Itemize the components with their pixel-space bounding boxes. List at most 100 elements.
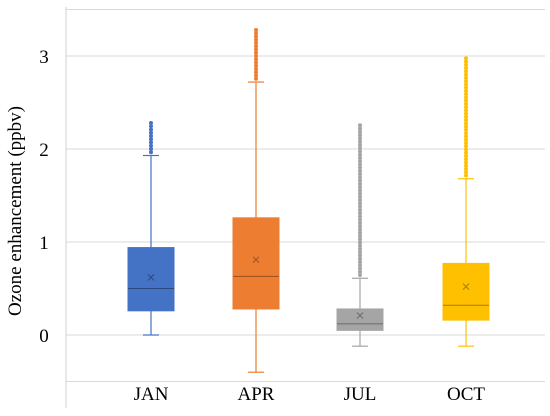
mean-marker (252, 256, 260, 264)
outlier-point (358, 201, 362, 206)
outlier-point (254, 60, 258, 65)
outlier-point (464, 166, 468, 171)
outlier-point (254, 54, 258, 58)
outlier-point (464, 144, 468, 149)
iqr-box (442, 262, 490, 321)
outlier-point (149, 127, 153, 132)
outlier-point (358, 185, 362, 190)
outlier-point (464, 173, 468, 178)
outlier-point (464, 88, 468, 93)
outlier-point (464, 147, 468, 152)
outlier-point (358, 204, 362, 209)
iqr-box (127, 247, 175, 312)
outlier-point (149, 140, 153, 145)
outlier-point (149, 133, 153, 138)
outlier-point (149, 143, 153, 148)
iqr-box (232, 217, 280, 310)
outlier-point (358, 126, 362, 131)
outlier-point (254, 63, 258, 68)
outlier-point (358, 273, 362, 278)
outlier-point (358, 188, 362, 193)
outlier-point (358, 256, 362, 261)
outlier-point (149, 120, 153, 125)
outlier-point (358, 181, 362, 186)
outlier-point (464, 59, 468, 64)
outlier-point (464, 118, 468, 123)
outlier-point (149, 137, 153, 142)
outlier-point (358, 152, 362, 157)
outlier-point (464, 105, 468, 110)
outlier-point (464, 66, 468, 71)
outlier-point (464, 150, 468, 155)
outlier-point (464, 75, 468, 80)
outlier-point (464, 62, 468, 67)
outlier-point (358, 227, 362, 232)
category-label: APR (238, 384, 275, 405)
outlier-point (358, 194, 362, 199)
outlier-point (358, 133, 362, 138)
outlier-point (358, 246, 362, 251)
outlier-point (464, 163, 468, 168)
outlier-point (464, 121, 468, 126)
outlier-point (358, 230, 362, 235)
outlier-point (358, 162, 362, 167)
box-oct (442, 56, 490, 347)
outlier-point (464, 131, 468, 136)
outlier-point (358, 175, 362, 180)
outlier-point (358, 136, 362, 141)
category-label: JUL (344, 384, 377, 405)
outlier-point (358, 149, 362, 154)
y-tick-label: 0 (39, 326, 49, 347)
outlier-point (464, 95, 468, 100)
outlier-point (149, 150, 153, 155)
outlier-point (464, 82, 468, 87)
outlier-point (464, 56, 468, 61)
outlier-point (464, 124, 468, 129)
outlier-point (254, 57, 258, 62)
box-series (127, 27, 490, 373)
outlier-point (358, 237, 362, 242)
outlier-point (254, 34, 258, 39)
y-tick-label: 2 (39, 140, 49, 161)
category-label: OCT (447, 384, 485, 405)
outlier-point (464, 134, 468, 139)
outlier-point (358, 233, 362, 238)
outlier-point (254, 37, 258, 42)
outlier-point (358, 139, 362, 144)
box-jul (336, 123, 384, 347)
outlier-point (358, 243, 362, 248)
y-tick-labels: 0 1 2 3 (39, 47, 49, 347)
outlier-point (358, 159, 362, 164)
outlier-point (464, 170, 468, 175)
outlier-point (464, 92, 468, 97)
outlier-point (464, 85, 468, 90)
outlier-point (358, 146, 362, 151)
outlier-point (358, 172, 362, 177)
outlier-point (464, 98, 468, 103)
outlier-point (464, 79, 468, 84)
outlier-point (358, 168, 362, 173)
outlier-point (464, 127, 468, 132)
outlier-point (464, 111, 468, 116)
outlier-point (464, 140, 468, 145)
outlier-point (358, 214, 362, 219)
outlier-point (464, 114, 468, 119)
mean-marker (147, 273, 155, 281)
outlier-point (254, 40, 258, 45)
outlier-point (358, 207, 362, 212)
outlier-point (358, 178, 362, 183)
box-apr (232, 27, 280, 373)
outlier-point (358, 129, 362, 134)
outlier-point (358, 220, 362, 225)
outlier-point (149, 124, 153, 129)
outlier-point (358, 250, 362, 255)
mean-marker (356, 312, 364, 319)
outlier-point (358, 253, 362, 258)
box-jan (127, 120, 175, 336)
outlier-point (358, 266, 362, 271)
outlier-point (358, 240, 362, 245)
outlier-point (254, 50, 258, 55)
y-tick-label: 3 (39, 47, 49, 68)
category-labels: JAN APR JUL OCT (134, 384, 486, 405)
